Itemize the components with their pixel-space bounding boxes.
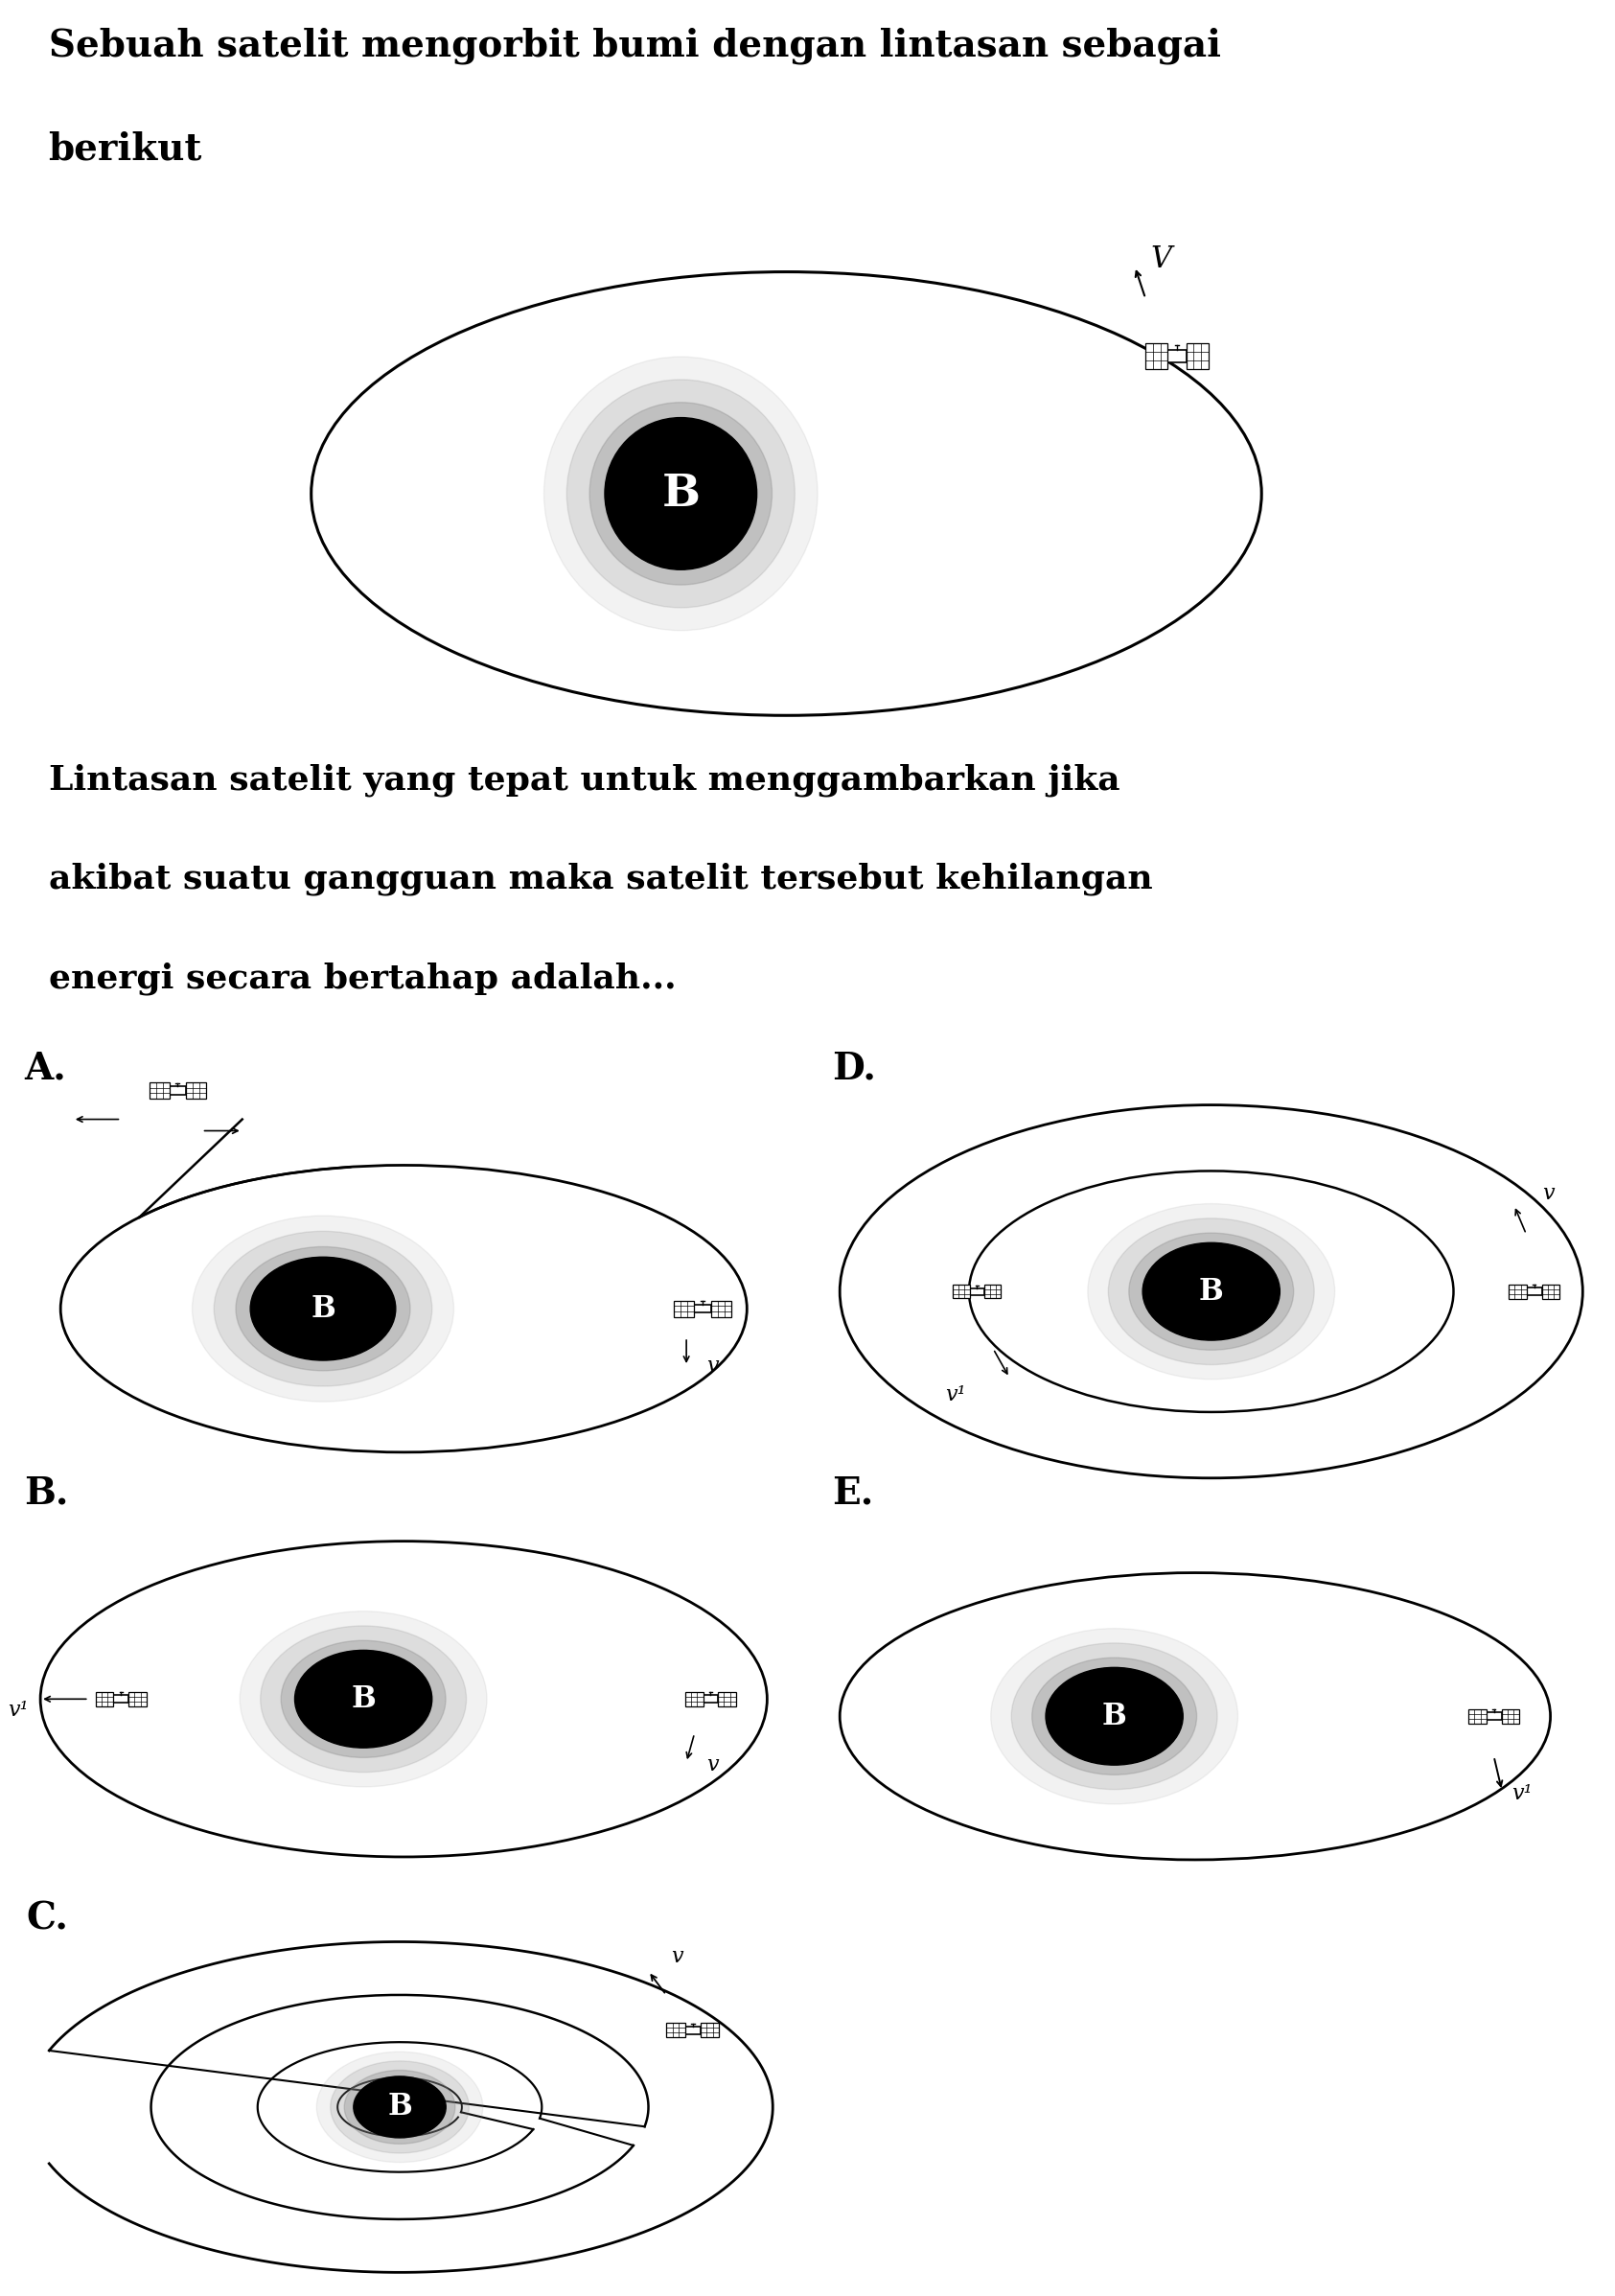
Circle shape bbox=[250, 1258, 396, 1359]
Bar bbox=[186, 1081, 207, 1100]
Bar bbox=[1145, 344, 1168, 370]
Bar bbox=[1187, 344, 1208, 370]
Circle shape bbox=[344, 2071, 455, 2144]
Bar bbox=[129, 1692, 147, 1706]
Text: B: B bbox=[662, 471, 699, 517]
Circle shape bbox=[354, 2076, 446, 2138]
Text: B: B bbox=[388, 2092, 412, 2122]
Circle shape bbox=[589, 402, 772, 585]
Bar bbox=[711, 1300, 732, 1318]
Text: B: B bbox=[350, 1685, 376, 1713]
FancyBboxPatch shape bbox=[1526, 1288, 1542, 1295]
Text: E.: E. bbox=[832, 1476, 874, 1511]
Circle shape bbox=[294, 1651, 431, 1747]
FancyBboxPatch shape bbox=[170, 1086, 186, 1095]
Text: B: B bbox=[1101, 1701, 1127, 1731]
Bar bbox=[685, 1692, 703, 1706]
Text: B: B bbox=[1198, 1277, 1224, 1306]
Circle shape bbox=[331, 2062, 468, 2154]
Circle shape bbox=[1108, 1219, 1315, 1364]
Bar bbox=[701, 2023, 719, 2037]
Circle shape bbox=[260, 1626, 467, 1773]
Text: V: V bbox=[1151, 243, 1172, 273]
Bar bbox=[1502, 1708, 1520, 1724]
Circle shape bbox=[1089, 1203, 1334, 1380]
FancyBboxPatch shape bbox=[685, 2027, 701, 2034]
Text: energi secara bertahap adalah...: energi secara bertahap adalah... bbox=[48, 962, 677, 994]
Circle shape bbox=[544, 356, 817, 631]
Circle shape bbox=[567, 379, 795, 608]
Circle shape bbox=[317, 2053, 483, 2163]
Circle shape bbox=[1032, 1658, 1197, 1775]
Circle shape bbox=[1047, 1667, 1182, 1766]
Circle shape bbox=[1011, 1644, 1218, 1789]
Text: C.: C. bbox=[26, 1901, 69, 1938]
FancyBboxPatch shape bbox=[113, 1694, 129, 1704]
Text: D.: D. bbox=[832, 1052, 875, 1086]
Bar bbox=[1508, 1283, 1526, 1300]
Bar bbox=[1468, 1708, 1486, 1724]
Text: v¹: v¹ bbox=[8, 1699, 29, 1722]
Text: v: v bbox=[1542, 1182, 1554, 1205]
Text: A.: A. bbox=[24, 1052, 66, 1086]
Circle shape bbox=[239, 1612, 488, 1786]
Text: v: v bbox=[670, 1947, 683, 1968]
Circle shape bbox=[990, 1628, 1237, 1805]
Text: v: v bbox=[706, 1754, 719, 1775]
Text: Sebuah satelit mengorbit bumi dengan lintasan sebagai: Sebuah satelit mengorbit bumi dengan lin… bbox=[48, 28, 1221, 64]
Bar bbox=[667, 2023, 685, 2037]
FancyBboxPatch shape bbox=[1168, 349, 1187, 363]
Text: B: B bbox=[310, 1295, 336, 1322]
Bar bbox=[95, 1692, 113, 1706]
Text: B.: B. bbox=[24, 1476, 69, 1511]
Text: v¹: v¹ bbox=[945, 1384, 966, 1405]
Circle shape bbox=[1143, 1242, 1279, 1341]
Bar bbox=[149, 1081, 170, 1100]
Text: v¹: v¹ bbox=[1512, 1784, 1533, 1805]
Bar bbox=[719, 1692, 736, 1706]
FancyBboxPatch shape bbox=[971, 1288, 984, 1295]
Bar bbox=[984, 1283, 1001, 1297]
Text: berikut: berikut bbox=[48, 131, 202, 168]
Text: v: v bbox=[706, 1355, 719, 1378]
Text: akibat suatu gangguan maka satelit tersebut kehilangan: akibat suatu gangguan maka satelit terse… bbox=[48, 863, 1153, 895]
Text: Lintasan satelit yang tepat untuk menggambarkan jika: Lintasan satelit yang tepat untuk mengga… bbox=[48, 762, 1119, 797]
Circle shape bbox=[604, 418, 757, 569]
Bar bbox=[1542, 1283, 1560, 1300]
FancyBboxPatch shape bbox=[694, 1304, 711, 1313]
FancyBboxPatch shape bbox=[1486, 1713, 1502, 1720]
Circle shape bbox=[236, 1247, 410, 1371]
Circle shape bbox=[192, 1217, 454, 1401]
Circle shape bbox=[281, 1639, 446, 1759]
Bar bbox=[953, 1283, 971, 1297]
Circle shape bbox=[1129, 1233, 1294, 1350]
Circle shape bbox=[213, 1231, 433, 1387]
FancyBboxPatch shape bbox=[703, 1694, 719, 1704]
Bar bbox=[673, 1300, 694, 1318]
